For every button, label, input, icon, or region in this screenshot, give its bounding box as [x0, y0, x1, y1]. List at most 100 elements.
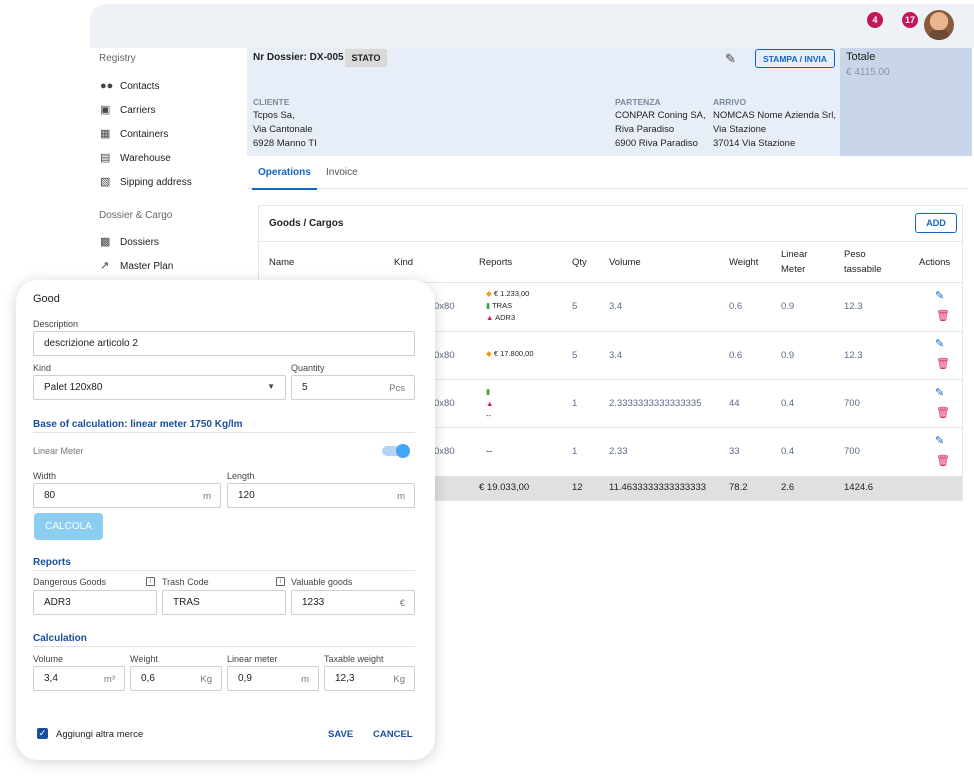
delete-row-icon[interactable]: 🗑 — [936, 407, 950, 419]
cell-peso: 700 — [844, 398, 860, 409]
width-label: Width — [33, 471, 57, 481]
cell-reports: ◆ € 17.800,00 — [486, 348, 534, 360]
cell-reports: -- — [486, 446, 493, 457]
column-header-line: Linear — [781, 249, 808, 260]
cell-qty: 1 — [572, 398, 578, 409]
avatar[interactable] — [924, 10, 954, 40]
quantity-field[interactable]: 5 Pcs — [291, 375, 415, 400]
kind-value: Palet 120x80 — [44, 382, 103, 393]
edit-icon[interactable]: ✎ — [725, 51, 736, 66]
volume-field[interactable]: 3,4 m³ — [33, 666, 125, 691]
departure-address: CONPAR Coning SA, Riva Paradiso 6900 Riv… — [615, 109, 706, 151]
messages-badge[interactable]: 17 — [902, 12, 918, 28]
sidebar-item-sipping-address[interactable]: ▧ Sipping address — [100, 173, 192, 191]
delete-row-icon[interactable]: 🗑 — [936, 310, 950, 322]
dangerous-goods-field[interactable]: ADR3 — [33, 590, 157, 615]
cell-kind: 0x80 — [434, 398, 455, 409]
sidebar-item-warehouse[interactable]: ▤ Warehouse — [100, 149, 171, 167]
weight-field[interactable]: 0,6 Kg — [130, 666, 222, 691]
width-unit: m — [203, 491, 211, 502]
trash-bin-icon: ▮ — [486, 301, 491, 310]
valuable-goods-field[interactable]: 1233 € — [291, 590, 415, 615]
status-badge[interactable]: STATO — [345, 49, 387, 67]
column-header-reports: Reports — [479, 257, 513, 268]
linear-meter-field[interactable]: 0,9 m — [227, 666, 319, 691]
volume-label: Volume — [33, 654, 64, 664]
cancel-button[interactable]: CANCEL — [373, 729, 413, 740]
client-line: Tcpos Sa, — [253, 110, 295, 121]
column-header-line: tassabile — [844, 264, 882, 275]
taxable-weight-field[interactable]: 12,3 Kg — [324, 666, 415, 691]
cell-weight: 44 — [729, 398, 740, 409]
trash-code-field[interactable]: TRAS — [162, 590, 286, 615]
divider — [33, 646, 415, 647]
column-header-peso: Peso tassabile — [844, 247, 882, 277]
column-header-weight: Weight — [729, 257, 759, 268]
report-trash-text: TRAS — [492, 301, 513, 310]
calculate-button[interactable]: CALCOLA — [34, 513, 103, 540]
report-dangerous: ▲ ADR3 — [486, 312, 529, 324]
departure-line: CONPAR Coning SA, — [615, 110, 706, 121]
edit-row-icon[interactable]: ✎ — [935, 338, 945, 350]
cell-kind: 0x80 — [434, 446, 455, 457]
client-address: Tcpos Sa, Via Cantonale 6928 Manno TI — [253, 109, 317, 151]
delete-row-icon[interactable]: 🗑 — [936, 358, 950, 370]
chevron-down-icon: ▼ — [267, 382, 275, 391]
tab-bar: Operations Invoice — [247, 160, 967, 190]
sidebar-item-contacts[interactable]: ●● Contacts — [100, 77, 159, 95]
sidebar-section-registry: Registry — [99, 53, 136, 64]
sidebar-item-dossiers[interactable]: ▩ Dossiers — [100, 233, 159, 251]
cell-weight: 0.6 — [729, 301, 743, 312]
arrival-line: 37014 Via Stazione — [713, 138, 796, 149]
cell-reports: ◆ € 1.233,00 ▮ TRAS ▲ ADR3 — [486, 288, 529, 324]
arrival-line: Via Stazione — [713, 124, 767, 135]
cell-reports: ▮ ▲ -- — [486, 386, 493, 422]
tab-operations[interactable]: Operations — [252, 167, 317, 190]
route-icon: ↗ — [100, 260, 110, 272]
linear-meter-value: 0,9 — [238, 673, 252, 684]
sidebar-item-master-plan[interactable]: ↗ Master Plan — [100, 257, 173, 275]
linear-meter-toggle[interactable] — [382, 444, 410, 458]
sidebar-item-label: Master Plan — [120, 260, 174, 272]
column-header-line: Meter — [781, 264, 806, 275]
tab-invoice[interactable]: Invoice — [326, 167, 358, 178]
client-heading: CLIENTE — [253, 97, 290, 107]
total-volume: 11.4633333333333333 — [609, 482, 707, 493]
weight-unit: Kg — [200, 674, 212, 685]
departure-line: 6900 Riva Paradiso — [615, 138, 698, 149]
client-line: Via Cantonale — [253, 124, 313, 135]
volume-value: 3,4 — [44, 673, 58, 684]
cell-volume: 3.4 — [609, 350, 623, 361]
report-dash: -- — [486, 411, 491, 420]
add-more-checkbox[interactable]: ✓ — [37, 728, 48, 739]
cell-kind: 0x80 — [434, 301, 455, 312]
width-value: 80 — [44, 490, 56, 501]
print-send-button[interactable]: STAMPA / INVIA — [755, 49, 835, 68]
cell-peso: 12.3 — [844, 301, 863, 312]
save-button[interactable]: SAVE — [328, 729, 354, 740]
sidebar-item-label: Sipping address — [120, 176, 192, 188]
sidebar-item-containers[interactable]: ▦ Containers — [100, 125, 168, 143]
report-dangerous: ▲ — [486, 398, 493, 410]
add-good-button[interactable]: ADD — [915, 213, 957, 233]
valuable-goods-value: 1233 — [302, 597, 325, 608]
kind-select[interactable]: Palet 120x80 ▼ — [33, 375, 286, 400]
edit-row-icon[interactable]: ✎ — [935, 290, 945, 302]
length-field[interactable]: 120 m — [227, 483, 415, 508]
total-panel: Totale € 4115.00 — [840, 48, 972, 156]
edit-row-icon[interactable]: ✎ — [935, 435, 945, 447]
total-value: € 4115.00 — [846, 67, 890, 78]
description-field[interactable]: descrizione articolo 2 — [33, 331, 415, 356]
notifications-badge[interactable]: 4 — [867, 12, 883, 28]
info-icon[interactable]: i — [146, 577, 155, 586]
add-more-label: Aggiungi altra merce — [56, 729, 144, 740]
arrival-heading: ARRIVO — [713, 97, 747, 107]
edit-row-icon[interactable]: ✎ — [935, 387, 945, 399]
truck-icon: ▣ — [100, 104, 111, 116]
trash-code-value: TRAS — [173, 597, 200, 608]
width-field[interactable]: 80 m — [33, 483, 221, 508]
info-icon[interactable]: i — [276, 577, 285, 586]
sidebar-item-carriers[interactable]: ▣ Carriers — [100, 101, 156, 119]
delete-row-icon[interactable]: 🗑 — [936, 455, 950, 467]
arrival-address: NOMCAS Nome Azienda Srl, Via Stazione 37… — [713, 109, 836, 151]
